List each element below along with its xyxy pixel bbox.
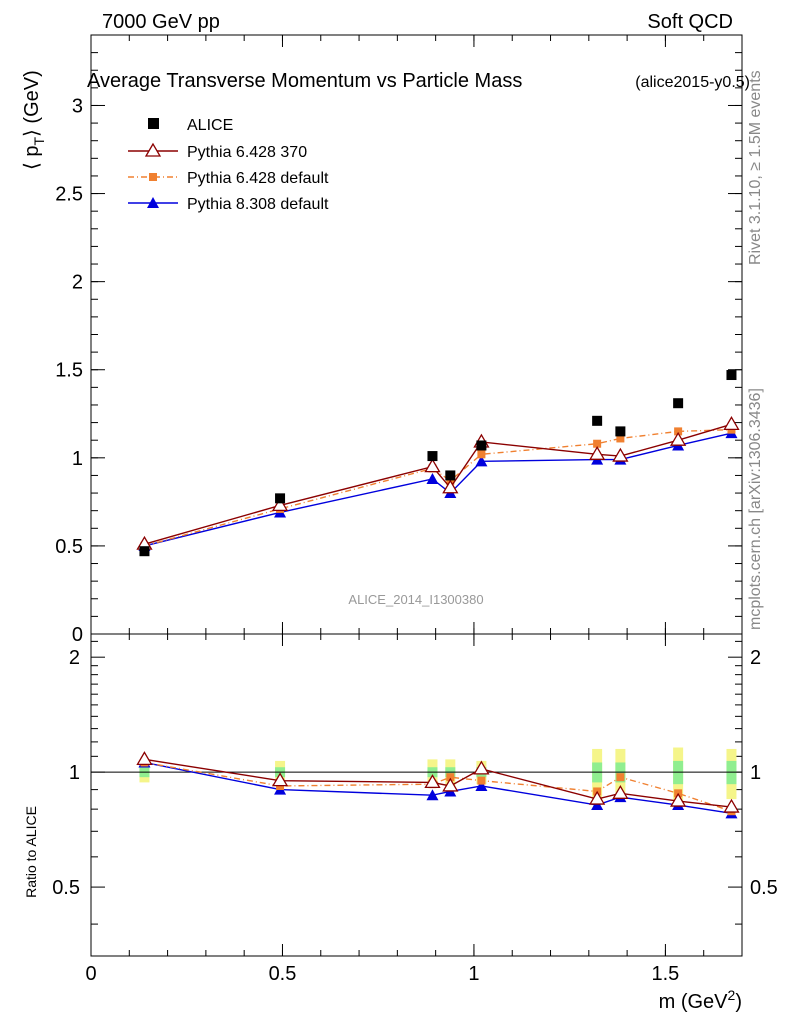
analysis-watermark: ALICE_2014_I1300380 [348, 592, 483, 607]
series-point-ratio [426, 789, 439, 801]
header-beam-label: 7000 GeV pp [102, 11, 220, 33]
series-group [136, 370, 740, 819]
data-point [615, 426, 626, 437]
ratio-tick-label-left: 2 [69, 647, 80, 669]
y-tick-label: 2 [72, 272, 83, 294]
data-point [427, 451, 438, 462]
header-category-label: Soft QCD [647, 11, 733, 33]
legend: ALICE Pythia 6.428 370 Pythia 6.428 defaul… [128, 117, 329, 213]
series-point-ratio [589, 790, 606, 805]
series-point-ratio [424, 774, 441, 789]
series-point-main [442, 479, 459, 494]
series-point-ratio [475, 779, 488, 791]
data-point [592, 415, 603, 426]
series-point-main [475, 455, 488, 467]
y-axis-label: ⟨ pT⟩ (GeV) [21, 70, 47, 170]
ratio-tick-label-left: 1 [69, 762, 80, 784]
data-point [476, 440, 487, 451]
series-line-main [144, 423, 732, 545]
axes-group: 0 0.5 1 1.5 0 0.5 1 1.5 2 2.5 3 0.5 0.5 1 1 2 2 [52, 34, 778, 985]
chart-title-tag: (alice2015-y0.5) [635, 74, 750, 91]
series-point-main [669, 431, 687, 446]
y-tick-label: 2.5 [55, 184, 83, 206]
series-point-main [674, 427, 683, 436]
y-tick-label: 3 [72, 95, 83, 117]
x-tick-label: 1.5 [652, 963, 680, 985]
series-point-ratio [136, 751, 153, 766]
series-point-ratio [473, 760, 490, 775]
y-axis-label-close: ⟩ (GeV) [21, 70, 43, 137]
series-point-ratio [271, 772, 289, 787]
chart-title: Average Transverse Momentum vs Particle … [87, 70, 522, 92]
data-point [673, 398, 684, 409]
data-point [445, 470, 456, 481]
ratio-tick-label-left: 0.5 [52, 877, 80, 899]
series-line-main [144, 428, 732, 547]
ratio-tick-label-right: 0.5 [750, 877, 778, 899]
series-point-main [612, 447, 629, 462]
series-point-ratio [616, 773, 625, 782]
legend-label: Pythia 6.428 default [187, 170, 329, 187]
y-axis-label-sub: T [31, 137, 47, 146]
data-point [139, 546, 150, 557]
series-point-ratio [477, 776, 486, 785]
x-tick-label: 0.5 [269, 963, 297, 985]
data-point [275, 493, 286, 504]
series-point-ratio [612, 785, 629, 799]
x-tick-label: 0 [85, 963, 96, 985]
y-tick-label: 0.5 [55, 536, 83, 558]
series-point-main [424, 458, 441, 473]
series-point-main [271, 497, 289, 512]
series-point-main [477, 450, 486, 459]
legend-marker [149, 173, 157, 181]
ratio-axis-label: Ratio to ALICE [23, 806, 39, 898]
y-axis-label-base: ⟨ p [21, 146, 43, 170]
y-tick-label: 1 [72, 448, 83, 470]
legend-label: Pythia 6.428 370 [187, 144, 307, 161]
legend-marker-data [148, 118, 159, 129]
ratio-tick-label-right: 2 [750, 647, 761, 669]
series-point-main [426, 472, 439, 484]
y-tick-label: 0 [72, 624, 83, 646]
legend-marker [147, 197, 159, 208]
series-point-ratio [446, 773, 455, 782]
series-point-main [589, 446, 606, 460]
x-tick-label: 1 [468, 963, 479, 985]
mcplots-label: mcplots.cern.ch [arXiv:1306.3436] [747, 388, 764, 630]
legend-label-data: ALICE [187, 117, 233, 134]
legend-marker [144, 142, 162, 157]
ratio-band-group [91, 747, 742, 802]
series-point-ratio [442, 777, 459, 792]
series-point-main [616, 434, 625, 443]
rivet-label: Rivet 3.1.10, ≥ 1.5M events [747, 70, 764, 265]
x-axis-label-sup: 2 [728, 987, 736, 1003]
ratio-tick-label-right: 1 [750, 762, 761, 784]
y-tick-label: 1.5 [55, 360, 83, 382]
series-point-main [593, 439, 602, 448]
x-axis-label: m (GeV2) [659, 987, 742, 1013]
ratio-plot-frame [90, 633, 743, 957]
x-axis-label-base: m (GeV [659, 991, 729, 1013]
series-point-main [723, 416, 740, 431]
data-point [726, 370, 737, 381]
legend-label: Pythia 8.308 default [187, 196, 329, 213]
series-point-ratio [669, 792, 687, 807]
x-axis-label-close: ) [735, 991, 742, 1013]
series-point-ratio [723, 798, 740, 813]
